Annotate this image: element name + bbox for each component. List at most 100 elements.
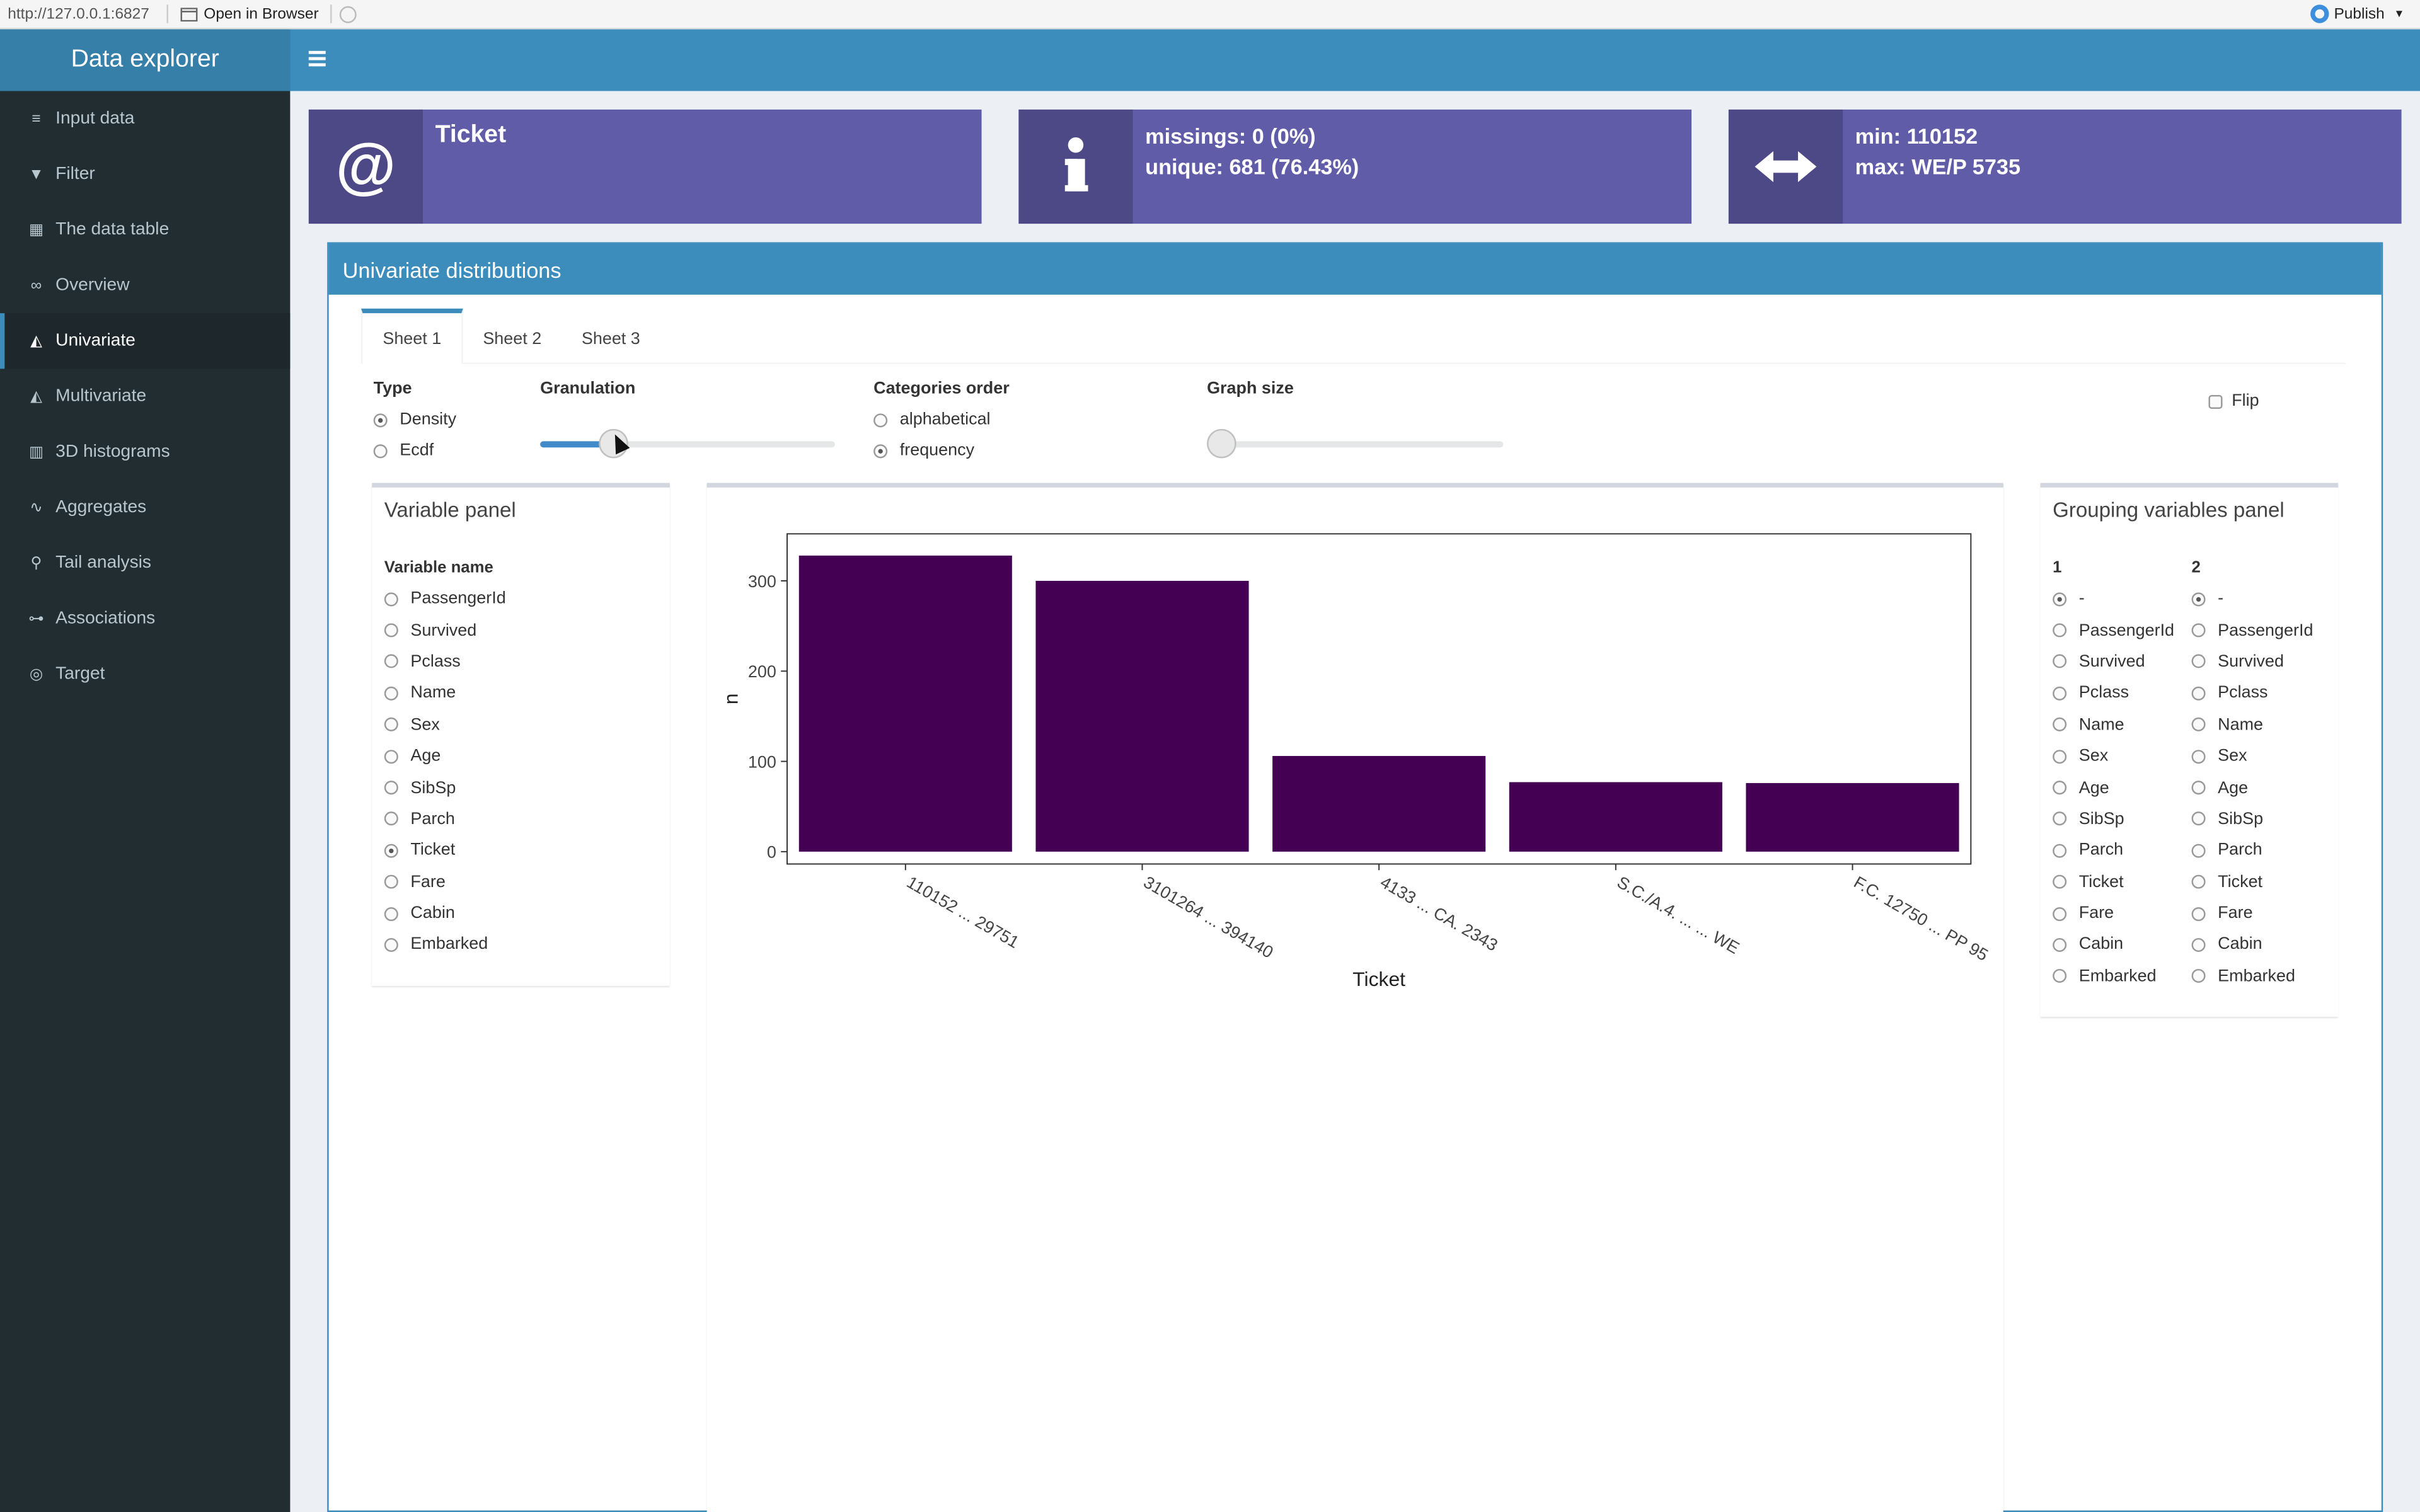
radio-option-passengerid[interactable]: PassengerId [384, 583, 506, 615]
radio-button[interactable] [384, 686, 398, 701]
radio-button[interactable] [2053, 592, 2067, 606]
radio-button[interactable] [2053, 937, 2067, 952]
radio-button[interactable] [2191, 718, 2206, 732]
radio-button[interactable] [2053, 812, 2067, 827]
radio-option-name[interactable]: Name [384, 678, 506, 709]
sidebar-item-associations[interactable]: ⊶ Associations [0, 591, 290, 646]
order-frequency-option[interactable]: frequency [873, 441, 974, 460]
radio-option-embarked[interactable]: Embarked [384, 929, 506, 961]
radio-option-name[interactable]: Name [2053, 709, 2174, 740]
radio-option-age[interactable]: Age [2053, 772, 2174, 803]
radio-option-pclass[interactable]: Pclass [2191, 678, 2313, 709]
radio-button[interactable] [2191, 655, 2206, 669]
radio-option-parch[interactable]: Parch [2053, 835, 2174, 866]
sidebar-item-input-data[interactable]: ≡ Input data [0, 91, 290, 146]
sidebar-item-tail-analysis[interactable]: ⚲ Tail analysis [0, 536, 290, 591]
radio-button[interactable] [384, 844, 398, 858]
radio-option-embarked[interactable]: Embarked [2191, 961, 2313, 992]
radio-button[interactable] [384, 781, 398, 795]
radio-button[interactable] [2191, 749, 2206, 764]
radio-option-cabin[interactable]: Cabin [384, 898, 506, 929]
radio-option-pclass[interactable]: Pclass [2053, 678, 2174, 709]
radio-button[interactable] [2191, 969, 2206, 983]
radio-option-parch[interactable]: Parch [2191, 835, 2313, 866]
sidebar-item-the-data-table[interactable]: ▦ The data table [0, 202, 290, 258]
radio-button[interactable] [384, 655, 398, 669]
radio-option-age[interactable]: Age [2191, 772, 2313, 803]
radio-button[interactable] [384, 875, 398, 890]
radio-button[interactable] [384, 718, 398, 732]
radio-button[interactable] [873, 444, 888, 458]
radio-option-fare[interactable]: Fare [384, 866, 506, 898]
radio-option-cabin[interactable]: Cabin [2191, 929, 2313, 961]
granulation-slider[interactable] [540, 428, 835, 459]
radio-button[interactable] [2053, 718, 2067, 732]
radio-button[interactable] [384, 623, 398, 638]
radio-option-ticket[interactable]: Ticket [2191, 866, 2313, 898]
radio-option-embarked[interactable]: Embarked [2053, 961, 2174, 992]
sidebar-item-multivariate[interactable]: ◭ Multivariate [0, 369, 290, 424]
sidebar-item-filter[interactable]: ▼ Filter [0, 147, 290, 202]
hamburger-menu-icon[interactable] [308, 50, 326, 67]
radio-option-survived[interactable]: Survived [2053, 646, 2174, 678]
radio-button[interactable] [384, 907, 398, 921]
radio-option-ticket[interactable]: Ticket [384, 835, 506, 866]
open-in-browser-button[interactable]: Open in Browser [168, 6, 331, 23]
radio-option--[interactable]: - [2191, 583, 2313, 615]
radio-option-age[interactable]: Age [384, 740, 506, 772]
sidebar-item-overview[interactable]: ∞ Overview [0, 258, 290, 313]
radio-button[interactable] [2053, 686, 2067, 701]
radio-button[interactable] [2053, 969, 2067, 983]
sidebar-item-3d-histograms[interactable]: ▥ 3D histograms [0, 424, 290, 479]
radio-button[interactable] [384, 592, 398, 606]
flip-checkbox[interactable]: Flip [2208, 392, 2259, 410]
radio-button[interactable] [384, 812, 398, 827]
radio-option-passengerid[interactable]: PassengerId [2191, 615, 2313, 646]
radio-button[interactable] [2191, 781, 2206, 795]
radio-button[interactable] [873, 413, 888, 427]
radio-button[interactable] [2191, 623, 2206, 638]
sidebar-item-aggregates[interactable]: ∿ Aggregates [0, 480, 290, 536]
radio-option-sibsp[interactable]: SibSp [2191, 803, 2313, 835]
tab-sheet-3[interactable]: Sheet 3 [581, 329, 640, 348]
radio-option-pclass[interactable]: Pclass [384, 646, 506, 678]
tab-sheet-1[interactable]: Sheet 1 [361, 308, 463, 364]
radio-button[interactable] [2191, 844, 2206, 858]
radio-button[interactable] [2053, 623, 2067, 638]
radio-option-ticket[interactable]: Ticket [2053, 866, 2174, 898]
sidebar-item-target[interactable]: ◎ Target [0, 646, 290, 702]
radio-option--[interactable]: - [2053, 583, 2174, 615]
radio-button[interactable] [2191, 875, 2206, 890]
publish-button[interactable]: Publish ▼ [2310, 4, 2405, 23]
radio-option-sex[interactable]: Sex [2191, 740, 2313, 772]
radio-button[interactable] [384, 937, 398, 952]
radio-button[interactable] [2053, 655, 2067, 669]
radio-option-sibsp[interactable]: SibSp [384, 772, 506, 803]
radio-option-fare[interactable]: Fare [2053, 898, 2174, 929]
radio-option-parch[interactable]: Parch [384, 803, 506, 835]
radio-button[interactable] [2191, 812, 2206, 827]
radio-button[interactable] [2053, 907, 2067, 921]
radio-button[interactable] [2053, 844, 2067, 858]
radio-button[interactable] [2053, 875, 2067, 890]
radio-button[interactable] [2191, 686, 2206, 701]
radio-option-cabin[interactable]: Cabin [2053, 929, 2174, 961]
graph-size-slider[interactable] [1207, 428, 1504, 459]
radio-button[interactable] [373, 444, 388, 458]
radio-option-fare[interactable]: Fare [2191, 898, 2313, 929]
sidebar-item-univariate[interactable]: ◭ Univariate [0, 313, 291, 369]
radio-option-survived[interactable]: Survived [2191, 646, 2313, 678]
tab-sheet-2[interactable]: Sheet 2 [483, 329, 542, 348]
radio-button[interactable] [2191, 907, 2206, 921]
slider-handle[interactable] [1207, 428, 1236, 459]
radio-option-survived[interactable]: Survived [384, 615, 506, 646]
radio-button[interactable] [373, 413, 388, 427]
radio-option-sex[interactable]: Sex [2053, 740, 2174, 772]
slider-handle[interactable] [599, 428, 628, 459]
type-ecdf-option[interactable]: Ecdf [373, 441, 434, 460]
radio-option-sibsp[interactable]: SibSp [2053, 803, 2174, 835]
radio-option-name[interactable]: Name [2191, 709, 2313, 740]
radio-button[interactable] [2191, 937, 2206, 952]
radio-button[interactable] [2053, 749, 2067, 764]
refresh-icon[interactable] [340, 5, 357, 23]
